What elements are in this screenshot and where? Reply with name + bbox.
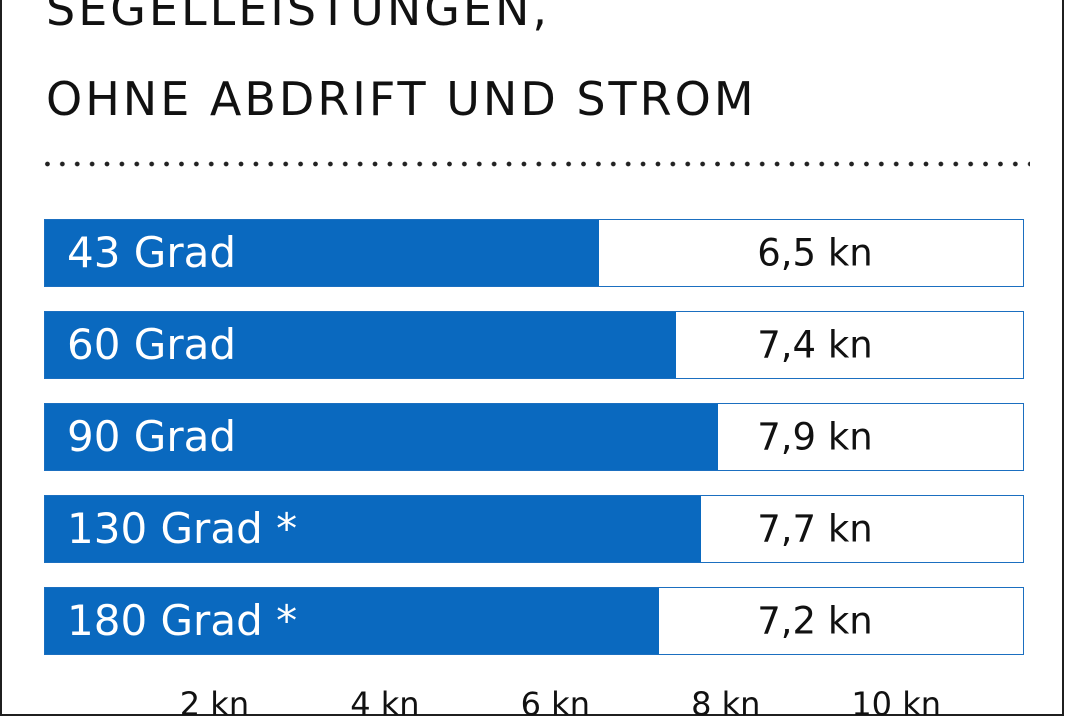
bar xyxy=(45,404,719,470)
bar-category-label: 130 Grad * xyxy=(67,504,298,553)
x-tick-label: 8 kn xyxy=(691,685,761,723)
bar xyxy=(45,588,659,654)
bar-category-label: 60 Grad xyxy=(67,320,237,369)
bar-row: 90 Grad 7,9 kn xyxy=(44,403,1024,471)
dotted-divider xyxy=(40,160,1030,168)
bar-row: 43 Grad 6,5 kn xyxy=(44,219,1024,287)
bar-row: 180 Grad * 7,2 kn xyxy=(44,587,1024,655)
x-tick-label: 4 kn xyxy=(350,685,420,723)
bar xyxy=(45,220,599,286)
bar-row: 60 Grad 7,4 kn xyxy=(44,311,1024,379)
bar-value-label: 7,2 kn xyxy=(757,599,873,643)
x-tick-label: 2 kn xyxy=(179,685,250,723)
bar-row: 130 Grad * 7,7 kn xyxy=(44,495,1024,563)
x-tick-label: 10 kn xyxy=(851,685,942,723)
bar-category-label: 43 Grad xyxy=(67,228,237,277)
bar-value-label: 7,7 kn xyxy=(757,507,873,551)
bar xyxy=(45,312,676,378)
bar xyxy=(45,496,702,562)
chart-title-line-2: OHNE ABDRIFT UND STROM xyxy=(46,72,757,126)
bar-value-label: 7,9 kn xyxy=(757,415,873,459)
x-tick-label: 6 kn xyxy=(520,685,590,723)
bar-value-label: 7,4 kn xyxy=(757,323,873,367)
bar-value-label: 6,5 kn xyxy=(757,231,873,275)
bar-category-label: 90 Grad xyxy=(67,412,237,461)
chart-title-line-1: SEGELLEISTUNGEN, xyxy=(46,0,550,36)
bar-category-label: 180 Grad * xyxy=(67,596,298,645)
